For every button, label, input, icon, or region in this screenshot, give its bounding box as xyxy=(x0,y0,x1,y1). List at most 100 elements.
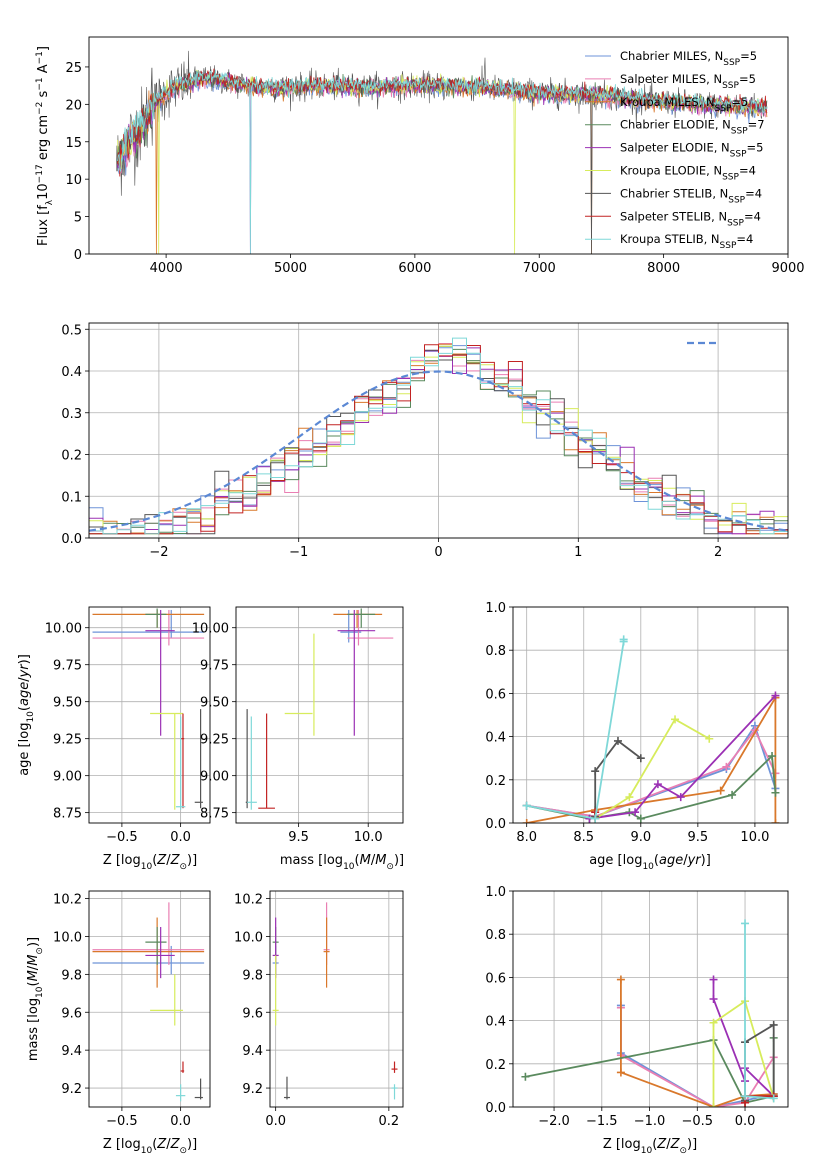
point-marker xyxy=(522,801,531,810)
x-axis-label: Z [log10(Z/Z⊙)] xyxy=(103,1137,197,1156)
label-part: Z xyxy=(170,853,181,868)
label-part: s xyxy=(36,90,51,101)
y-tick-label: 0.2 xyxy=(61,449,82,464)
errorbar-point xyxy=(284,633,315,736)
label-part: yr xyxy=(687,853,703,868)
y-tick-label: 9.2 xyxy=(61,1082,82,1097)
normal-reference-curve xyxy=(89,370,788,532)
errorbar-point xyxy=(391,1084,398,1100)
y-tick-label: 9.6 xyxy=(61,1006,82,1021)
label-part: −2 xyxy=(35,102,45,115)
errorbar-point xyxy=(337,609,376,736)
label-part: −1 xyxy=(35,77,45,90)
point-marker xyxy=(705,734,714,743)
legend-label: Kroupa ELODIE, NSSP=4 xyxy=(620,164,756,183)
label-part: SSP xyxy=(723,58,740,68)
label-part: ( xyxy=(26,981,41,986)
label-part: A xyxy=(36,64,51,77)
label-part: age xyxy=(17,682,32,706)
errorbar-point xyxy=(92,917,205,988)
label-part: ( xyxy=(152,853,157,868)
x-tick-label: 6000 xyxy=(398,261,431,276)
point-marker xyxy=(728,790,737,799)
axes-frame xyxy=(88,606,211,824)
series-line xyxy=(712,979,775,1097)
label-part: )] xyxy=(701,853,711,868)
point-marker xyxy=(616,1068,625,1077)
label-part: Z [log xyxy=(103,853,141,868)
errorbar-point xyxy=(323,917,330,988)
point-marker xyxy=(768,752,777,761)
label-part: Salpeter MILES, N xyxy=(620,72,722,86)
point-marker xyxy=(636,814,645,823)
errorbar-point xyxy=(92,609,205,628)
label-part: )] xyxy=(17,654,32,664)
errorbar-point xyxy=(245,709,248,809)
label-part: ⊙ xyxy=(179,862,187,872)
label-part: −1 xyxy=(35,51,45,64)
y-tick-label: 10.0 xyxy=(234,930,263,945)
series-kroupa-stelib xyxy=(522,635,628,823)
plot-area-age-vs-mass xyxy=(245,608,394,810)
point-marker xyxy=(671,715,680,724)
label-part: =4 xyxy=(745,186,762,200)
histogram-step xyxy=(89,337,788,538)
axes-frame xyxy=(88,322,789,539)
series-line xyxy=(594,739,642,817)
label-part: −17 xyxy=(35,164,45,183)
label-part: )] xyxy=(187,853,197,868)
y-tick-label: 9.50 xyxy=(53,696,82,711)
point-marker xyxy=(741,919,750,928)
point-marker xyxy=(676,793,685,802)
x-tick-label: 8000 xyxy=(647,261,680,276)
series-line xyxy=(589,694,777,820)
label-part: / xyxy=(166,853,171,868)
label-part: ( xyxy=(152,1137,157,1152)
point-marker xyxy=(769,1020,778,1029)
y-tick-label: 0.8 xyxy=(485,928,506,943)
y-tick-label: 10.2 xyxy=(234,893,263,908)
axes-frame xyxy=(88,36,789,255)
label-part: / xyxy=(166,1137,171,1152)
x-tick-label: 0.0 xyxy=(735,1114,756,1129)
legend-label: Salpeter MILES, NSSP=5 xyxy=(620,72,756,91)
y-tick-label: 0.2 xyxy=(485,1058,506,1073)
series-line xyxy=(594,718,710,820)
y-tick-label: 0.4 xyxy=(485,1015,506,1030)
chart-weight-vs-Z: −2.0 −1.5 −1.0 −0.5 0.0 0.0 0.2 0.4 0.6 0.8 1.0 Z [… xyxy=(485,885,789,1156)
point-marker xyxy=(771,788,780,797)
errorbar-point xyxy=(347,609,394,646)
x-tick-label: −0.5 xyxy=(106,830,138,845)
point-marker xyxy=(653,780,662,789)
label-part: 10 xyxy=(35,986,45,998)
errorbar-point xyxy=(175,1084,186,1102)
y-tick-label: 0.6 xyxy=(485,971,506,986)
label-part: )] xyxy=(687,1137,697,1152)
y-tick-label: 9.00 xyxy=(200,770,229,785)
x-tick-label: 10.0 xyxy=(354,830,383,845)
errorbar-point xyxy=(145,927,167,965)
y-tick-label: 1.0 xyxy=(485,601,506,616)
errorbar-point xyxy=(150,712,183,810)
chart-spectrum: 4000 5000 6000 7000 8000 9000 0 5 10 15 20 25 Flux [… xyxy=(35,36,805,276)
y-tick-label: 9.75 xyxy=(200,659,229,674)
chart-weight-vs-age: 8.0 8.5 9.0 9.5 10.0 0.0 0.2 0.4 0.6 0.8 1.0 age [l… xyxy=(485,601,789,872)
axes-frame xyxy=(88,890,211,1108)
label-part: erg cm xyxy=(36,115,51,164)
y-tick-label: 8.75 xyxy=(200,807,229,822)
label-part: =5 xyxy=(739,72,756,86)
point-marker xyxy=(709,995,718,1003)
label-part: 10 xyxy=(141,1146,153,1156)
axes-frame xyxy=(512,606,789,824)
errorbar-point xyxy=(194,1078,203,1100)
x-tick-label: 1 xyxy=(574,545,582,560)
label-part: ⊙ xyxy=(679,1146,687,1156)
label-part: Kroupa ELODIE, N xyxy=(620,164,722,178)
label-part: SSP xyxy=(727,218,744,228)
plot-area-weight-vs-age xyxy=(522,635,780,823)
label-part: ( xyxy=(17,706,32,711)
errorbar-point xyxy=(145,609,175,736)
x-tick-label: 0.0 xyxy=(170,830,191,845)
label-part: Chabrier ELODIE, N xyxy=(620,118,731,132)
plot-area-residuals xyxy=(89,337,788,538)
